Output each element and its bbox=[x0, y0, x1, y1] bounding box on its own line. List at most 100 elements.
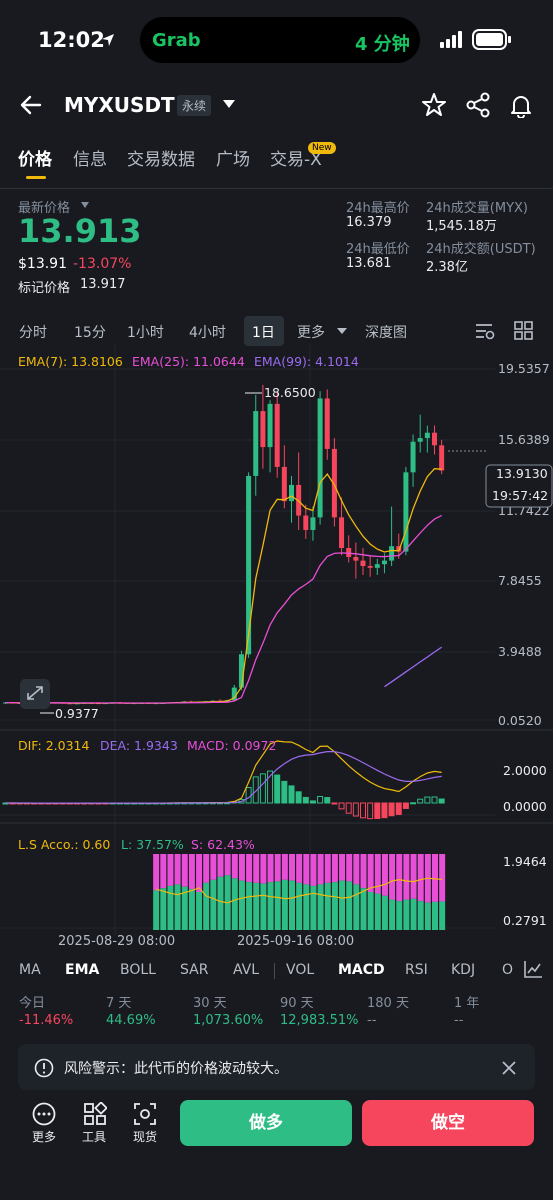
indicator-boll[interactable]: BOLL bbox=[120, 962, 156, 978]
candle-body bbox=[310, 517, 316, 530]
tab-trading-data[interactable]: 交易数据 bbox=[127, 150, 195, 170]
candle-body bbox=[67, 703, 73, 705]
candle-body bbox=[396, 546, 402, 552]
candle-body bbox=[289, 484, 294, 502]
chart-settings-icon[interactable] bbox=[474, 321, 496, 341]
long-button[interactable]: 做多 bbox=[180, 1100, 352, 1146]
layout-grid-icon[interactable] bbox=[514, 321, 534, 341]
back-arrow-icon[interactable] bbox=[18, 92, 44, 118]
interval-active-bg bbox=[244, 316, 284, 346]
spot-button-label[interactable]: 现货 bbox=[133, 1130, 158, 1144]
notification-bell-icon[interactable] bbox=[508, 92, 534, 118]
ls-long-bar bbox=[303, 884, 310, 930]
indicator-settings-icon[interactable] bbox=[522, 958, 544, 980]
kline-chart[interactable]: EMA(7): 13.8106 EMA(25): 11.0644 EMA(99)… bbox=[0, 345, 553, 945]
ls-long-bar bbox=[389, 899, 396, 930]
tools-button-label[interactable]: 工具 bbox=[82, 1130, 107, 1144]
close-icon[interactable] bbox=[500, 1059, 518, 1077]
ls-long-bar bbox=[181, 886, 188, 930]
interval-more[interactable]: 更多 bbox=[297, 325, 325, 341]
price-axis-5: 0.0520 bbox=[498, 713, 542, 728]
ls-long-bar bbox=[289, 880, 295, 930]
ls-long-bar bbox=[367, 892, 374, 930]
macd-bar bbox=[417, 798, 424, 804]
candle-body bbox=[389, 546, 395, 561]
interval-depth[interactable]: 深度图 bbox=[365, 325, 407, 341]
indicator-ema[interactable]: EMA bbox=[65, 962, 100, 978]
ls-short-bar bbox=[188, 854, 195, 889]
interval-1h[interactable]: 1小时 bbox=[127, 325, 164, 341]
more-button-label[interactable]: 更多 bbox=[32, 1130, 57, 1144]
ls-short-bar bbox=[296, 854, 303, 883]
interval-time[interactable]: 分时 bbox=[19, 325, 47, 341]
short-button[interactable]: 做空 bbox=[362, 1100, 534, 1146]
symbol-dropdown-icon[interactable] bbox=[221, 97, 237, 111]
interval-4h[interactable]: 4小时 bbox=[189, 325, 226, 341]
ls-long-bar bbox=[210, 879, 217, 930]
contract-type-badge: 永续 bbox=[177, 95, 212, 116]
indicator-ma[interactable]: MA bbox=[19, 962, 41, 978]
ls-short-bar bbox=[417, 854, 424, 902]
ema99-label: EMA(99): 4.1014 bbox=[254, 354, 359, 369]
ls-long-bar bbox=[281, 879, 288, 930]
price-axis-3: 7.8455 bbox=[498, 573, 542, 588]
indicator-vol[interactable]: VOL bbox=[286, 962, 315, 978]
ls-long-bar bbox=[310, 885, 317, 930]
ls-long-bar bbox=[417, 901, 424, 930]
spot-icon[interactable] bbox=[133, 1102, 157, 1126]
ls-short-bar bbox=[403, 854, 410, 900]
interval-15m[interactable]: 15分 bbox=[74, 325, 106, 341]
ls-short-bar bbox=[367, 854, 374, 892]
indicator-other[interactable]: O bbox=[502, 962, 514, 978]
macd-bar bbox=[245, 786, 252, 804]
ls-long-bar bbox=[317, 884, 324, 930]
ls-short-bar bbox=[181, 854, 188, 887]
tab-price[interactable]: 价格 bbox=[18, 150, 52, 170]
macd-axis-1: 0.0000 bbox=[503, 799, 547, 814]
latest-price-label[interactable]: 最新价格 bbox=[18, 201, 71, 216]
interval-1d[interactable]: 1日 bbox=[252, 325, 275, 341]
tools-icon[interactable] bbox=[83, 1102, 107, 1126]
perf-label-180d: 180 天 bbox=[367, 996, 409, 1011]
indicator-macd[interactable]: MACD bbox=[338, 962, 385, 978]
ls-long-bar bbox=[267, 882, 274, 930]
more-icon[interactable] bbox=[32, 1102, 56, 1126]
latest-price-dropdown-icon[interactable] bbox=[80, 201, 90, 209]
indicator-divider bbox=[274, 963, 275, 979]
candle-body bbox=[417, 438, 423, 442]
macd-bar bbox=[281, 780, 288, 804]
candle-body bbox=[253, 411, 259, 476]
tab-trade-x[interactable]: 交易-X bbox=[270, 150, 322, 170]
symbol-title[interactable]: MYXUSDT bbox=[64, 93, 175, 117]
usd-price: $13.91 bbox=[18, 256, 67, 272]
indicator-rsi[interactable]: RSI bbox=[405, 962, 428, 978]
volume-24h-value: 1,545.18万 bbox=[426, 219, 497, 234]
ls-long-bar bbox=[167, 885, 174, 930]
ls-long-bar bbox=[331, 882, 338, 930]
indicator-avl[interactable]: AVL bbox=[233, 962, 260, 978]
ls-long-bar bbox=[274, 881, 281, 930]
candle-body bbox=[317, 398, 323, 518]
low-marker-label: 0.9377 bbox=[55, 706, 99, 721]
tab-info[interactable]: 信息 bbox=[73, 150, 107, 170]
ls-long-bar bbox=[360, 888, 367, 930]
ls-short-bar bbox=[281, 854, 288, 880]
more-dropdown-icon[interactable] bbox=[336, 327, 348, 335]
candle-body bbox=[238, 654, 244, 688]
ls-short-bar bbox=[267, 854, 274, 883]
tab-square[interactable]: 广场 bbox=[216, 150, 250, 170]
ls-long-bar bbox=[238, 880, 245, 930]
candle-body bbox=[374, 564, 380, 568]
candle-body bbox=[432, 432, 437, 446]
share-icon[interactable] bbox=[465, 92, 491, 118]
macd-bar bbox=[388, 802, 395, 817]
indicator-sar[interactable]: SAR bbox=[180, 962, 209, 978]
macd-bar bbox=[352, 802, 359, 817]
indicator-kdj[interactable]: KDJ bbox=[451, 962, 476, 978]
favorite-star-icon[interactable] bbox=[421, 92, 447, 118]
countdown-label: 19:57:42 bbox=[492, 488, 548, 503]
current-price-box bbox=[485, 464, 553, 508]
ls-long-bar bbox=[217, 876, 224, 930]
candle-body bbox=[331, 448, 337, 518]
perf-value-7d: 44.69% bbox=[106, 1013, 156, 1028]
